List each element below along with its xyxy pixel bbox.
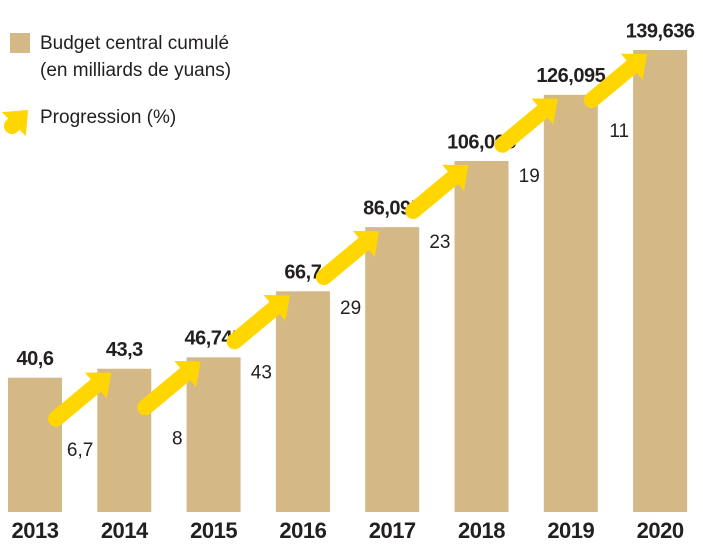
arrow-head: [442, 164, 469, 191]
arrow-shaft: [494, 103, 551, 153]
x-tick-label: 2016: [279, 518, 326, 543]
legend-label: Budget central cumulé (en milliards de y…: [40, 33, 232, 81]
value-label: 43,3: [106, 339, 143, 361]
x-tick-label: 2018: [458, 518, 505, 543]
arrow-head: [85, 372, 112, 399]
legend-swatch-progression: [1, 110, 28, 137]
arrow-shaft: [583, 58, 640, 108]
progression-arrow: [226, 295, 290, 350]
bar: [633, 50, 688, 512]
arrow-shaft: [315, 235, 372, 286]
arrow-head: [352, 230, 380, 258]
arrow-head: [1, 110, 28, 137]
progression-label: 29: [340, 298, 361, 319]
x-tick-label: 2015: [190, 518, 237, 543]
bar: [365, 227, 420, 512]
legend-label: Progression (%): [40, 107, 177, 128]
value-label: 66,7: [284, 262, 321, 284]
x-tick-label: 2014: [101, 518, 149, 543]
bar: [454, 160, 509, 513]
bar: [275, 291, 330, 512]
progression-label: 8: [172, 428, 183, 449]
x-tick-label: 2017: [369, 518, 416, 543]
legend-swatch-budget: [10, 33, 30, 53]
arrow-shaft: [4, 116, 22, 134]
progression-arrow: [405, 164, 469, 219]
legend-arrow: [1, 110, 28, 137]
x-tick-label: 2019: [547, 518, 594, 543]
value-label: 126,095: [536, 65, 605, 87]
arrow-head: [263, 295, 290, 322]
progression-arrow: [583, 53, 648, 108]
progression-label: 6,7: [67, 440, 93, 461]
arrow-shaft: [405, 169, 462, 219]
value-label: 139,636: [626, 20, 695, 42]
progression-label: 43: [251, 362, 272, 383]
progression-label: 23: [429, 232, 450, 253]
arrow-head: [620, 53, 648, 80]
progression-arrow: [48, 372, 112, 427]
progression-label: 19: [519, 166, 540, 187]
value-label: 40,6: [17, 348, 54, 370]
progression-label: 11: [609, 121, 629, 142]
progression-arrow: [137, 361, 201, 416]
arrow-shaft: [226, 300, 283, 350]
arrow-shaft: [137, 366, 194, 416]
progression-arrow: [494, 98, 558, 153]
x-tick-label: 2013: [12, 518, 59, 543]
arrow-head: [174, 361, 201, 388]
progression-arrow: [315, 230, 380, 286]
bar: [8, 377, 62, 512]
bar: [543, 94, 598, 512]
arrow-shaft: [48, 377, 104, 427]
arrow-head: [531, 98, 558, 125]
x-tick-label: 2020: [637, 518, 684, 543]
